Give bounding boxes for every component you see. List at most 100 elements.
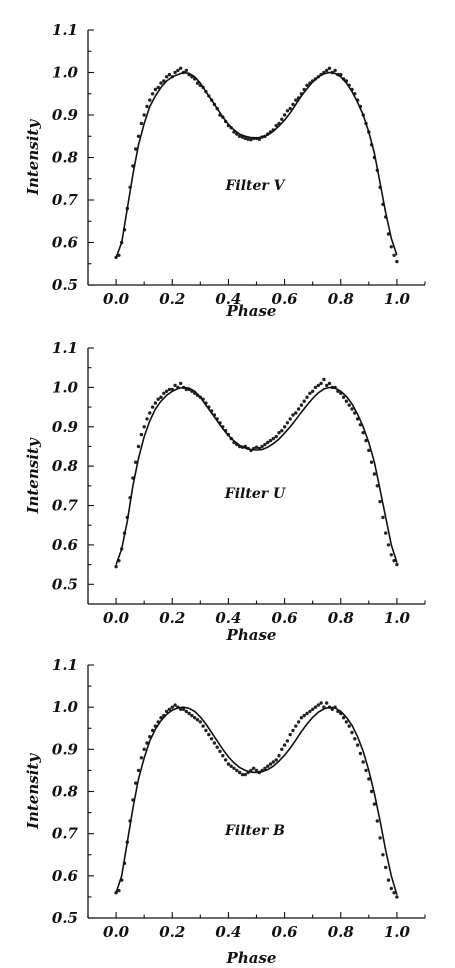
y-tick-label: 0.5 [52,276,78,294]
x-axis-title: Phase [226,626,277,644]
y-tick-label: 1.0 [52,64,79,82]
data-point [274,434,278,439]
data-point [195,718,200,722]
data-point [395,259,399,264]
data-point [170,705,174,709]
data-point [302,399,306,403]
data-point [369,789,374,794]
data-point [291,413,295,417]
data-point [237,770,242,775]
data-point [288,417,292,421]
data-point [305,711,309,716]
data-point [375,484,379,488]
data-point [254,768,259,773]
data-point [114,564,118,569]
data-point [136,444,141,449]
data-point [392,253,396,257]
data-point [333,68,337,73]
data-point [164,389,169,393]
data-point [296,720,301,724]
data-point [319,381,323,386]
data-point [347,724,351,728]
data-point [150,728,155,733]
x-tick-label: 0.2 [159,290,185,308]
data-point [361,760,365,764]
data-point [243,772,247,777]
panel-filter-b: 0.5 0.6 0.7 0.8 0.9 1.0 1.1 0.0 0.2 0.4 0.6 0.8 1.0 P… [24,656,426,967]
data-point [364,768,368,773]
data-point [285,739,290,743]
data-point [316,703,320,707]
data-point [179,381,183,386]
data-point [145,104,149,109]
data-point [288,732,292,737]
data-point [215,745,219,749]
data-point [296,407,301,411]
x-axis-title: Phase [226,949,277,967]
data-point [263,442,267,447]
data-point [386,543,391,547]
data-point [274,758,278,762]
data-point [164,709,169,714]
data-point [344,720,349,724]
x-tick-label: 0.4 [215,290,241,308]
y-axis-title: Intensity [24,753,42,830]
y-tick-label: 0.8 [52,783,79,801]
data-point [226,762,231,766]
data-point [282,113,287,117]
data-point [246,137,250,141]
data-point [195,81,200,85]
data-point [243,136,247,141]
data-point [263,766,267,770]
data-point [305,395,309,399]
y-tick-label: 0.6 [52,234,79,252]
data-point [392,559,396,563]
data-point [392,891,396,895]
data-point [136,134,141,138]
data-point [291,102,295,107]
data-point [341,716,346,720]
y-tick-label: 1.1 [52,21,78,39]
x-tick-label: 0.6 [272,290,299,308]
x-tick-label: 0.2 [159,923,185,941]
y-tick-label: 0.7 [52,825,79,843]
data-point [134,781,138,785]
data-point [142,113,146,117]
data-point [271,760,275,764]
y-tick-label: 1.1 [52,339,78,357]
data-point [367,448,371,453]
data-point [294,724,298,728]
x-tick-label: 1.0 [384,609,411,627]
data-point [381,853,385,857]
data-point [285,421,290,425]
data-point [167,707,172,711]
data-point [134,147,138,151]
data-point [313,705,318,709]
data-point [389,245,393,249]
panel-filter-v: 0.5 0.6 0.7 0.8 0.9 1.0 1.1 0.0 0.2 0.4 0.6 0.8 1.0 P… [24,21,426,320]
data-point [221,754,225,758]
data-point [153,87,158,92]
data-point [277,754,281,758]
data-point [229,764,233,768]
x-tick-label: 0.8 [328,609,355,627]
data-point [212,741,217,745]
data-point [150,92,155,96]
data-point [386,878,391,882]
data-point [381,515,385,520]
data-point [347,403,351,407]
data-point [159,395,163,399]
data-point [268,438,273,443]
data-point [327,66,332,71]
data-point [139,432,144,437]
y-tick-label: 1.1 [52,656,78,674]
data-point [325,383,329,388]
data-point [260,444,264,449]
x-tick-label: 0.6 [272,609,299,627]
data-point [327,381,332,386]
data-point [369,460,374,464]
x-tick-label: 0.0 [103,609,130,627]
data-point [389,553,393,557]
data-point [277,431,281,435]
data-point [302,713,306,718]
